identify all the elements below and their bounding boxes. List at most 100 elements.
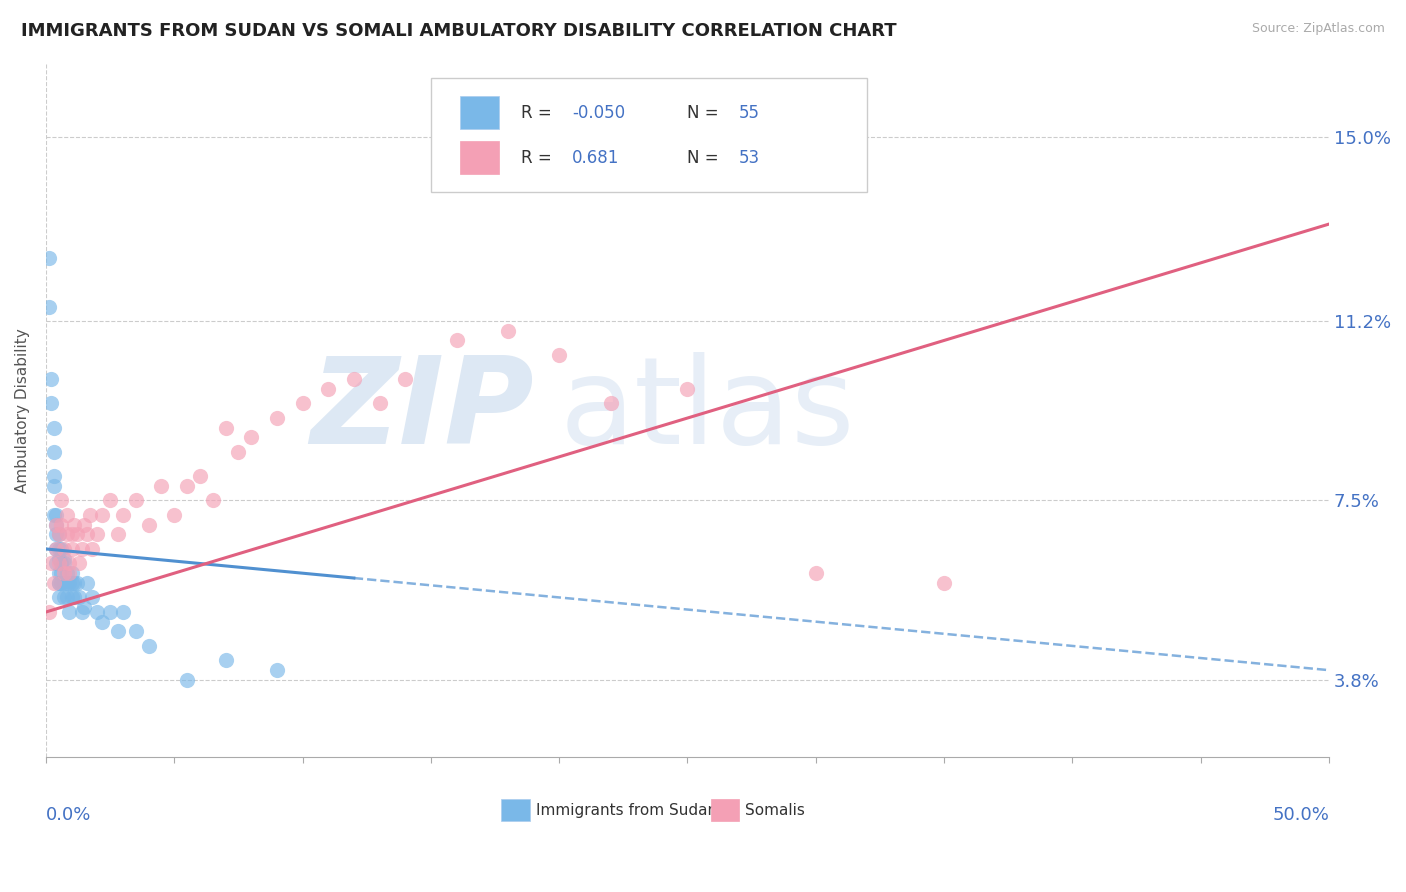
Point — [45, 517, 67, 532]
Point — [51, 517, 73, 532]
Point — [111, 605, 134, 619]
Point — [82, 541, 104, 556]
Bar — [460, 141, 499, 174]
Point — [98, 493, 121, 508]
Point — [73, 600, 96, 615]
Text: Somalis: Somalis — [745, 803, 806, 818]
Bar — [460, 96, 499, 129]
Point — [73, 517, 96, 532]
Point — [138, 517, 160, 532]
Point — [55, 575, 77, 590]
Point — [266, 663, 288, 677]
Point — [676, 382, 699, 396]
Point — [76, 575, 98, 590]
Point — [45, 508, 67, 522]
Point — [214, 653, 236, 667]
Point — [804, 566, 827, 581]
Point — [82, 591, 104, 605]
Point — [42, 479, 65, 493]
Point — [39, 557, 62, 571]
Point — [52, 541, 75, 556]
Point — [176, 479, 198, 493]
Point — [60, 591, 83, 605]
Point — [79, 508, 101, 522]
Point — [86, 527, 108, 541]
Point — [125, 493, 148, 508]
Point — [150, 479, 173, 493]
Point — [48, 575, 70, 590]
Point — [55, 527, 77, 541]
Point — [394, 372, 416, 386]
Point — [42, 508, 65, 522]
Text: IMMIGRANTS FROM SUDAN VS SOMALI AMBULATORY DISABILITY CORRELATION CHART: IMMIGRANTS FROM SUDAN VS SOMALI AMBULATO… — [21, 22, 897, 40]
Point — [51, 575, 73, 590]
Point — [188, 469, 211, 483]
Point — [52, 557, 75, 571]
Point — [48, 551, 70, 566]
Point — [67, 557, 90, 571]
Point — [91, 615, 114, 629]
Point — [51, 541, 73, 556]
Text: Immigrants from Sudan: Immigrants from Sudan — [536, 803, 717, 818]
Point — [932, 575, 955, 590]
Point — [42, 575, 65, 590]
Point — [291, 396, 314, 410]
Point — [55, 566, 77, 581]
Point — [45, 527, 67, 541]
Point — [176, 673, 198, 687]
Point — [98, 605, 121, 619]
Point — [42, 469, 65, 483]
Point — [38, 605, 60, 619]
Point — [228, 445, 250, 459]
Point — [45, 557, 67, 571]
Point — [51, 557, 73, 571]
Point — [240, 430, 263, 444]
Point — [52, 575, 75, 590]
Point — [38, 300, 60, 314]
Point — [39, 396, 62, 410]
Point — [138, 639, 160, 653]
Point — [599, 396, 621, 410]
Point — [42, 445, 65, 459]
Point — [70, 605, 93, 619]
Text: atlas: atlas — [560, 352, 855, 469]
Point — [60, 541, 83, 556]
Point — [60, 527, 83, 541]
Point — [91, 508, 114, 522]
Text: R =: R = — [520, 149, 557, 167]
Text: 0.0%: 0.0% — [46, 806, 91, 824]
Point — [48, 527, 70, 541]
Point — [55, 591, 77, 605]
Point — [39, 372, 62, 386]
Point — [266, 411, 288, 425]
Text: N =: N = — [688, 103, 724, 121]
Point — [48, 527, 70, 541]
Point — [42, 421, 65, 435]
Text: 53: 53 — [738, 149, 759, 167]
Point — [45, 541, 67, 556]
Point — [48, 566, 70, 581]
Point — [45, 541, 67, 556]
Point — [52, 566, 75, 581]
Point — [70, 541, 93, 556]
Point — [48, 557, 70, 571]
Point — [60, 566, 83, 581]
Point — [201, 493, 224, 508]
Text: R =: R = — [520, 103, 557, 121]
Point — [86, 605, 108, 619]
Point — [66, 575, 89, 590]
Point — [51, 566, 73, 581]
Y-axis label: Ambulatory Disability: Ambulatory Disability — [15, 328, 30, 493]
Point — [52, 591, 75, 605]
Point — [51, 493, 73, 508]
Text: -0.050: -0.050 — [572, 103, 626, 121]
Text: N =: N = — [688, 149, 724, 167]
Point — [52, 551, 75, 566]
Point — [111, 508, 134, 522]
Text: 55: 55 — [738, 103, 759, 121]
Point — [63, 575, 86, 590]
Text: 50.0%: 50.0% — [1272, 806, 1329, 824]
Point — [76, 527, 98, 541]
Point — [66, 527, 89, 541]
Point — [58, 575, 80, 590]
